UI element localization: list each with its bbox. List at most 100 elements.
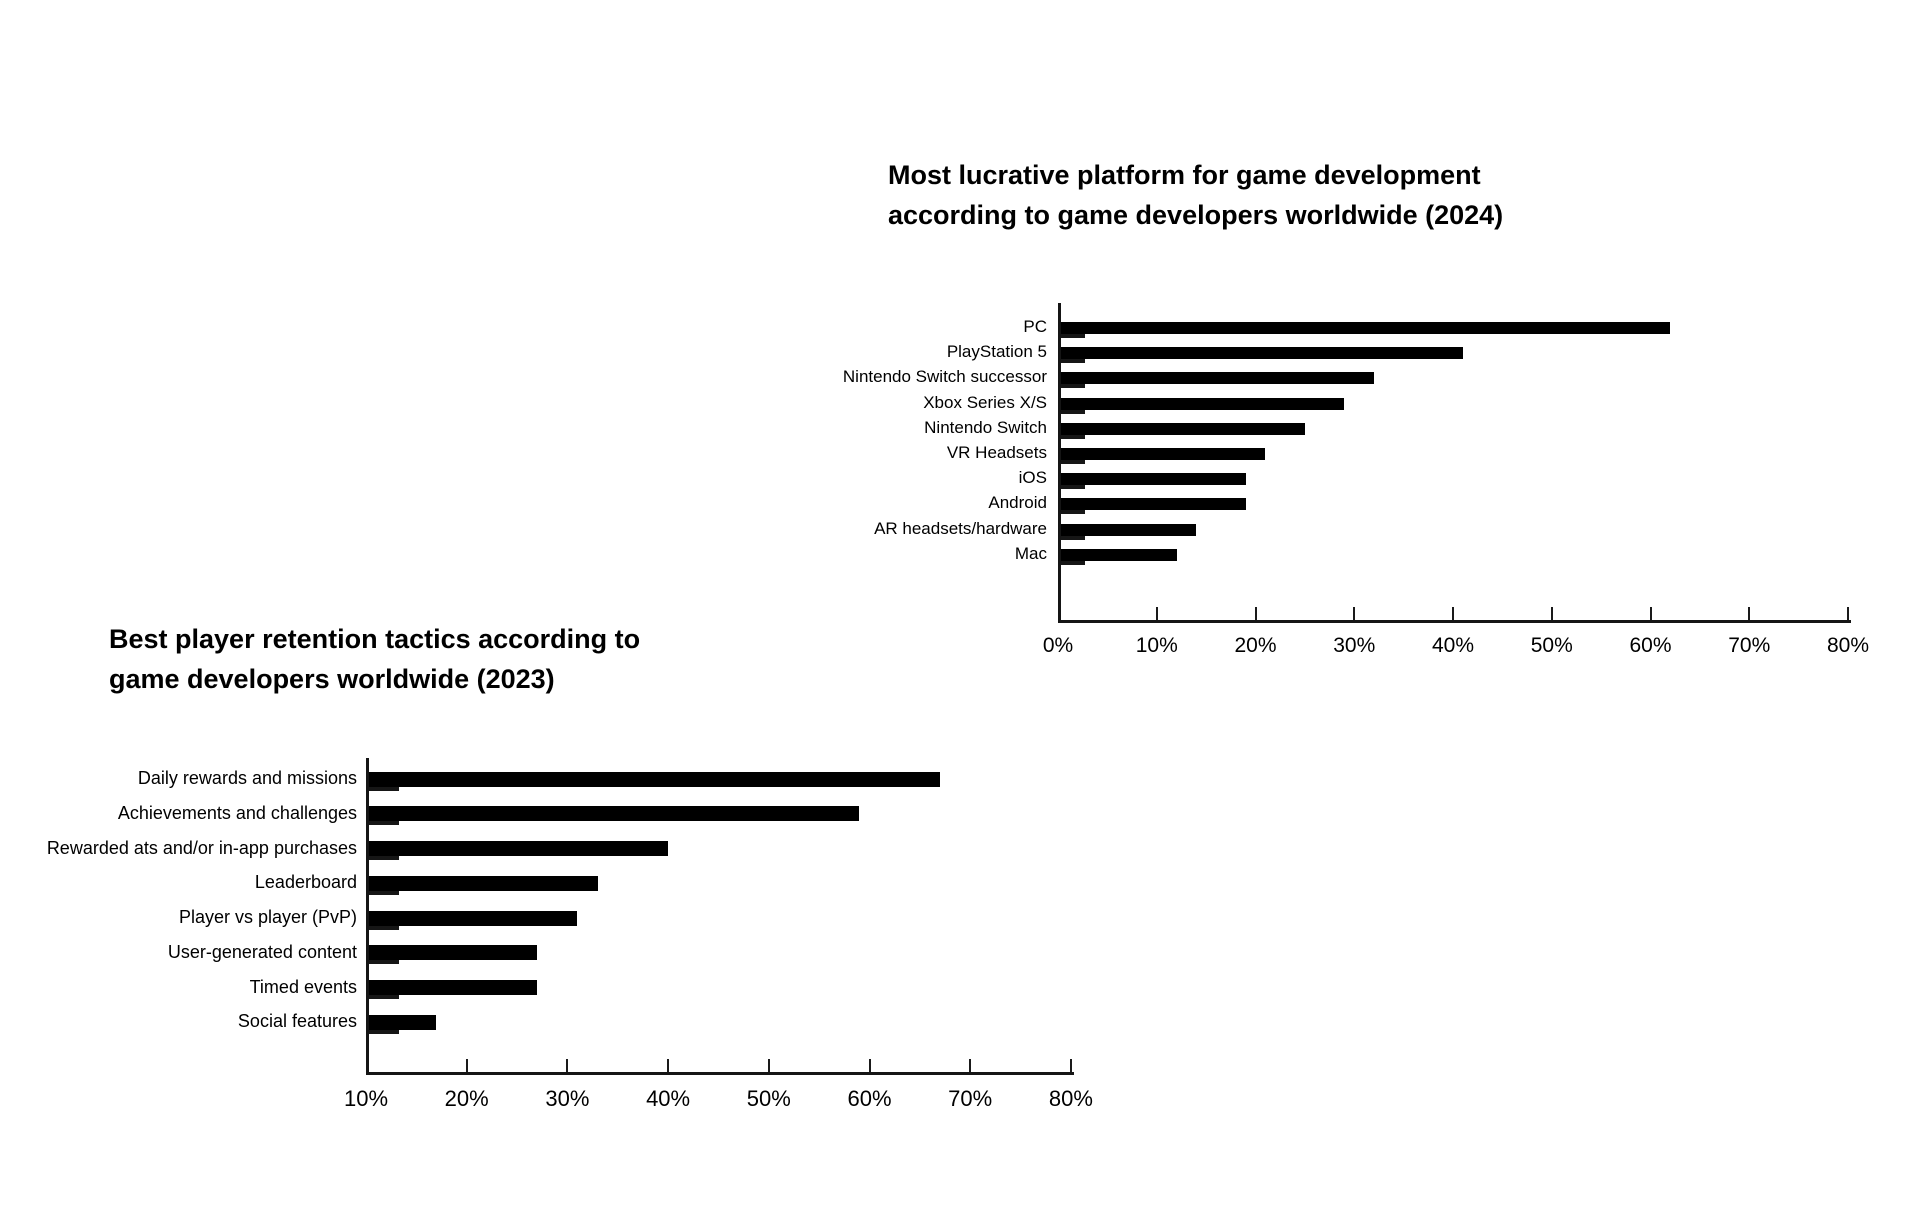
bar [1061, 397, 1345, 410]
category-label: Leaderboard [254, 872, 357, 893]
x-axis-tick [868, 1059, 871, 1072]
bar-notch [1061, 535, 1085, 540]
x-tick-label: 80% [1048, 1086, 1093, 1111]
bar-notch [369, 925, 399, 930]
bar [369, 771, 940, 787]
bar-notch [369, 856, 399, 860]
bar [1061, 422, 1305, 435]
bar [369, 910, 578, 926]
y-axis-line [366, 758, 369, 1072]
category-label: Xbox Series X/S [923, 392, 1047, 412]
category-label: Timed events [249, 976, 357, 997]
x-axis-tick [767, 1059, 770, 1072]
category-label: PC [1023, 317, 1047, 336]
x-tick-label: 70% [1728, 634, 1771, 657]
bar [369, 1014, 437, 1030]
x-tick-label: 70% [948, 1086, 993, 1111]
bar-notch [1061, 510, 1085, 515]
bar [1061, 347, 1463, 360]
x-axis-tick [667, 1059, 670, 1072]
x-tick-label: 80% [1826, 634, 1870, 657]
bar [1061, 448, 1266, 460]
chart-2023-title-line-1: Best player retention tactics according … [109, 624, 641, 654]
bar [369, 980, 538, 995]
x-axis-tick [1748, 607, 1751, 620]
bar [1061, 322, 1671, 334]
category-label: AR headsets/hardware [874, 518, 1047, 538]
category-label: User-generated content [167, 941, 357, 962]
category-label: Player vs player (PvP) [178, 907, 357, 927]
x-axis-line [366, 1072, 1074, 1075]
bar-notch [369, 890, 399, 895]
bar-notch [1061, 409, 1085, 414]
x-tick-label: 20% [444, 1086, 489, 1111]
bar-notch [1061, 560, 1085, 565]
x-axis-tick [566, 1059, 569, 1072]
bar [1061, 473, 1246, 486]
x-axis-tick [1353, 607, 1356, 620]
x-tick-label: 40% [646, 1086, 691, 1111]
category-label: Nintendo Switch [924, 417, 1047, 437]
bar [1061, 498, 1246, 511]
x-tick-label: 30% [545, 1086, 590, 1111]
x-tick-label: 50% [1530, 634, 1573, 657]
x-axis-tick [1069, 1059, 1072, 1072]
category-label: Mac [1014, 543, 1047, 563]
x-tick-label: 10% [1135, 634, 1178, 657]
x-axis-tick [1155, 607, 1158, 620]
chart-2024-title-line-1: Most lucrative platform for game develop… [888, 160, 1481, 190]
x-tick-label: 50% [746, 1086, 791, 1111]
category-label: PlayStation 5 [946, 342, 1047, 362]
x-axis-tick [1649, 607, 1652, 620]
x-axis-tick [1452, 607, 1454, 620]
bar [369, 841, 669, 856]
bar-notch [369, 786, 399, 791]
bar-notch [1061, 334, 1085, 338]
bar [369, 875, 598, 891]
x-axis-tick [1254, 607, 1257, 620]
chart-2024-title: Most lucrative platform for game develop… [888, 155, 1503, 235]
chart-2023-title: Best player retention tactics according … [109, 619, 640, 699]
bar [369, 806, 860, 822]
category-label: Daily rewards and missions [137, 768, 357, 788]
bar-notch [369, 995, 399, 999]
bar-notch [1061, 359, 1085, 364]
x-tick-label: 20% [1234, 634, 1277, 657]
bar-notch [1061, 460, 1085, 464]
bar [369, 945, 538, 961]
x-tick-label: 60% [1629, 634, 1672, 657]
bar [1061, 523, 1197, 536]
bar-notch [1061, 384, 1085, 389]
chart-2024-title-line-2: according to game developers worldwide (… [888, 200, 1504, 230]
bar-notch [369, 960, 399, 965]
x-tick-label: 10% [343, 1086, 389, 1111]
category-label: iOS [1018, 468, 1047, 488]
category-label: Rewarded ats and/or in-app purchases [46, 837, 357, 858]
category-label: Nintendo Switch successor [842, 367, 1047, 387]
x-tick-label: 40% [1431, 634, 1475, 657]
bar-notch [369, 821, 399, 826]
x-axis-tick [465, 1059, 468, 1072]
x-tick-label: 0% [1042, 634, 1074, 657]
bar [1061, 372, 1374, 385]
x-tick-label: 30% [1333, 634, 1376, 657]
x-axis-tick [1550, 607, 1553, 620]
category-label: Android [988, 493, 1047, 513]
category-label: Achievements and challenges [117, 802, 357, 823]
x-axis-tick [969, 1059, 972, 1072]
bar-notch [1061, 434, 1085, 439]
x-axis-tick [1847, 607, 1849, 620]
bar-notch [369, 1029, 399, 1034]
category-label: Social features [237, 1011, 357, 1032]
y-axis-line [1058, 303, 1061, 620]
x-axis-line [1058, 620, 1851, 623]
x-tick-label: 60% [847, 1086, 892, 1111]
category-label: VR Headsets [946, 443, 1047, 462]
bar [1061, 548, 1177, 561]
bar-notch [1061, 485, 1085, 490]
